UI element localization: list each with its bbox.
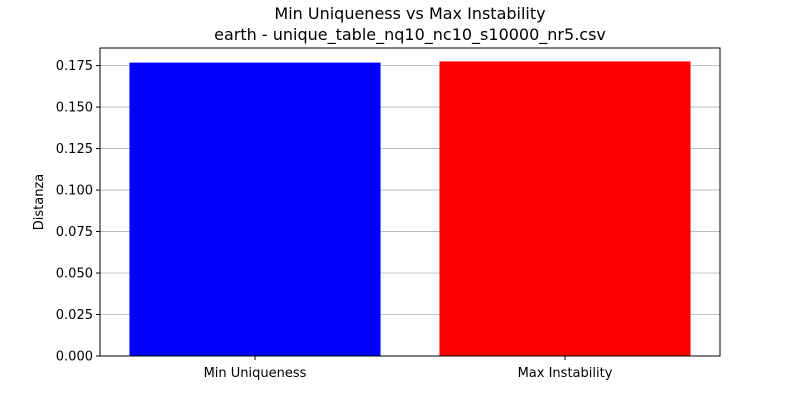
y-tick-label: 0.025 bbox=[56, 308, 93, 323]
y-tick-label: 0.100 bbox=[56, 184, 93, 199]
x-axis-ticks: Min Uniqueness Max Instability bbox=[204, 356, 613, 381]
y-tick-label: 0.125 bbox=[56, 142, 93, 157]
bar-max-instability bbox=[439, 61, 691, 357]
x-tick-label: Max Instability bbox=[518, 366, 613, 381]
y-tick-label: 0.050 bbox=[56, 267, 93, 282]
chart-subtitle: earth - unique_table_nq10_nc10_s10000_nr… bbox=[214, 25, 606, 45]
y-tick-label: 0.000 bbox=[56, 350, 93, 365]
y-axis-ticks: 0.000 0.025 0.050 0.075 0.100 0.125 0.150 0.175 bbox=[56, 59, 100, 365]
chart-title: Min Uniqueness vs Max Instability bbox=[274, 4, 545, 23]
bars bbox=[129, 61, 691, 357]
plot-frame bbox=[99, 47, 721, 357]
x-tick-label: Min Uniqueness bbox=[204, 366, 307, 381]
y-tick-label: 0.075 bbox=[56, 225, 93, 240]
y-tick-label: 0.175 bbox=[56, 59, 93, 74]
bar-min-uniqueness bbox=[129, 62, 381, 356]
y-axis-label: Distanza bbox=[32, 174, 47, 231]
y-tick-label: 0.150 bbox=[56, 101, 93, 116]
